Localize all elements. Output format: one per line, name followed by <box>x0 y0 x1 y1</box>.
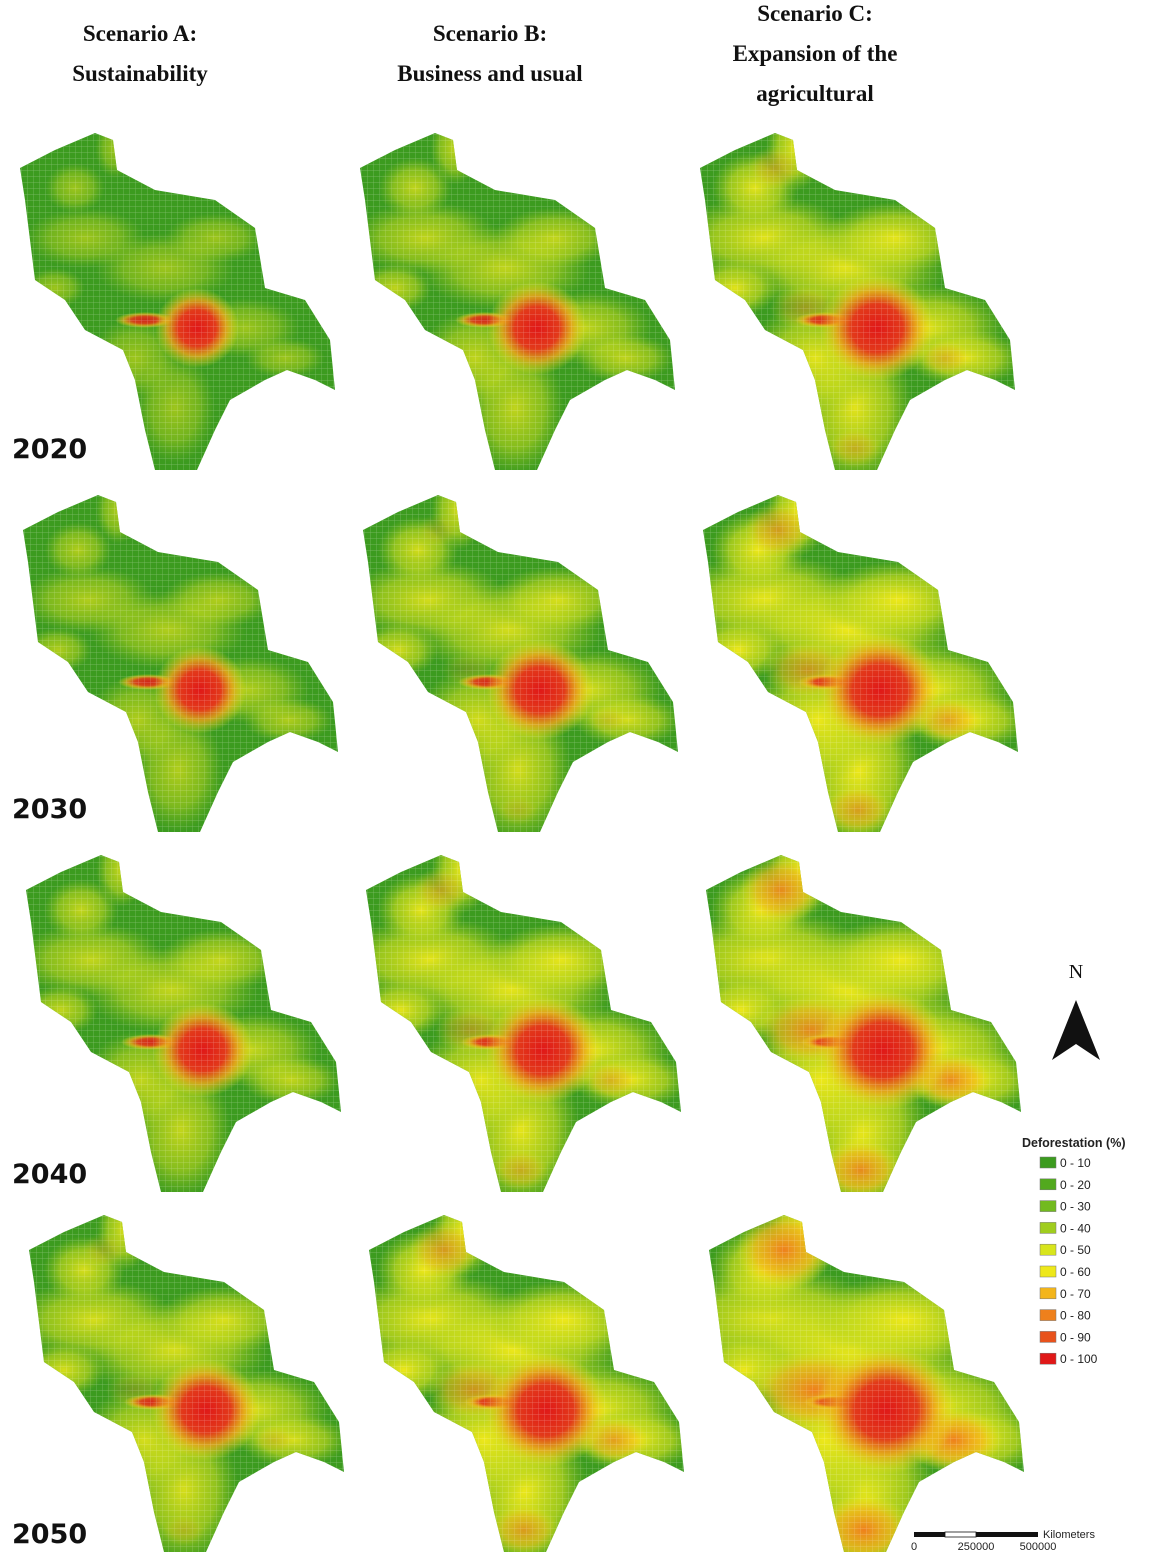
column-title: Scenario A: <box>83 21 197 46</box>
legend-label: 0 - 10 <box>1060 1156 1091 1170</box>
map <box>352 111 685 478</box>
legend-label: 0 - 30 <box>1060 1200 1091 1214</box>
north-label: N <box>1069 961 1083 983</box>
map-grid <box>24 1210 354 1554</box>
map <box>339 1183 697 1554</box>
column-title: Scenario B: <box>433 21 547 46</box>
map-area <box>666 1176 1046 1554</box>
map-area <box>679 105 1025 487</box>
map-area <box>348 470 688 844</box>
column-title: agricultural <box>756 81 874 106</box>
map <box>17 833 351 1200</box>
scale-seg <box>976 1532 1038 1537</box>
map-area <box>339 1183 697 1554</box>
north-arrow-shape <box>1052 1000 1100 1060</box>
year-label: 2030 <box>12 794 87 825</box>
map <box>666 1176 1046 1554</box>
legend-label: 0 - 80 <box>1060 1309 1091 1323</box>
map <box>12 1189 354 1554</box>
legend-swatch <box>1040 1288 1056 1299</box>
scale-unit: Kilometers <box>1043 1529 1095 1541</box>
legend-title: Deforestation (%) <box>1022 1136 1125 1150</box>
legend-swatch <box>1040 1266 1056 1277</box>
legend-label: 0 - 40 <box>1060 1221 1091 1235</box>
map <box>670 820 1038 1223</box>
legend-swatch <box>1040 1157 1056 1168</box>
legend-label: 0 - 70 <box>1060 1287 1091 1301</box>
scale-label: 250000 <box>958 1541 995 1553</box>
north-arrow: N <box>1052 961 1100 1060</box>
map-grid <box>18 490 348 840</box>
column-title: Business and usual <box>397 61 582 86</box>
map-area <box>17 833 351 1200</box>
map-area <box>18 476 348 840</box>
map <box>348 470 688 844</box>
map-area <box>674 463 1030 856</box>
legend-swatch <box>1040 1222 1056 1233</box>
scale-bar: Kilometers 0 250000 500000 <box>911 1529 1096 1553</box>
figure: N Kilometers 0 250000 500000 Scenario A:… <box>0 0 1157 1554</box>
map-grid <box>698 490 1028 840</box>
legend-label: 0 - 90 <box>1060 1330 1091 1344</box>
map-grid <box>701 850 1031 1200</box>
map <box>679 105 1025 487</box>
column-title: Scenario C: <box>757 1 873 26</box>
legend-swatch <box>1040 1310 1056 1321</box>
column-title: Expansion of the <box>733 41 898 66</box>
map <box>15 118 345 478</box>
map-area <box>12 1189 354 1554</box>
legend-swatch <box>1040 1244 1056 1255</box>
legend: Deforestation (%) 0 - 10 0 - 20 0 - 30 0 - 4… <box>1022 1136 1125 1366</box>
map <box>343 826 691 1210</box>
map-grid <box>361 850 691 1200</box>
legend-label: 0 - 60 <box>1060 1265 1091 1279</box>
legend-label: 0 - 100 <box>1060 1352 1098 1366</box>
legend-label: 0 - 20 <box>1060 1178 1091 1192</box>
legend-swatch <box>1040 1201 1056 1212</box>
scale-label: 500000 <box>1020 1541 1057 1553</box>
year-label: 2020 <box>12 434 87 465</box>
map <box>18 476 348 840</box>
map-grid <box>21 850 351 1200</box>
map-grid <box>364 1210 694 1554</box>
map-grid <box>355 128 685 478</box>
map-area <box>343 826 691 1210</box>
map-grid <box>704 1210 1034 1554</box>
map-area <box>352 111 685 478</box>
legend-swatch <box>1040 1353 1056 1364</box>
map-grid <box>358 490 688 840</box>
map-grid <box>15 128 345 478</box>
scale-seg <box>945 1532 976 1537</box>
map-area <box>670 820 1038 1223</box>
column-title: Sustainability <box>72 61 208 86</box>
legend-label: 0 - 50 <box>1060 1243 1091 1257</box>
map-grid <box>695 128 1025 478</box>
map <box>674 463 1030 856</box>
legend-swatch <box>1040 1331 1056 1342</box>
year-label: 2040 <box>12 1159 87 1190</box>
map-area <box>15 118 345 478</box>
year-label: 2050 <box>12 1519 87 1550</box>
scale-seg <box>914 1532 945 1537</box>
scale-label: 0 <box>911 1541 917 1553</box>
legend-swatch <box>1040 1179 1056 1190</box>
